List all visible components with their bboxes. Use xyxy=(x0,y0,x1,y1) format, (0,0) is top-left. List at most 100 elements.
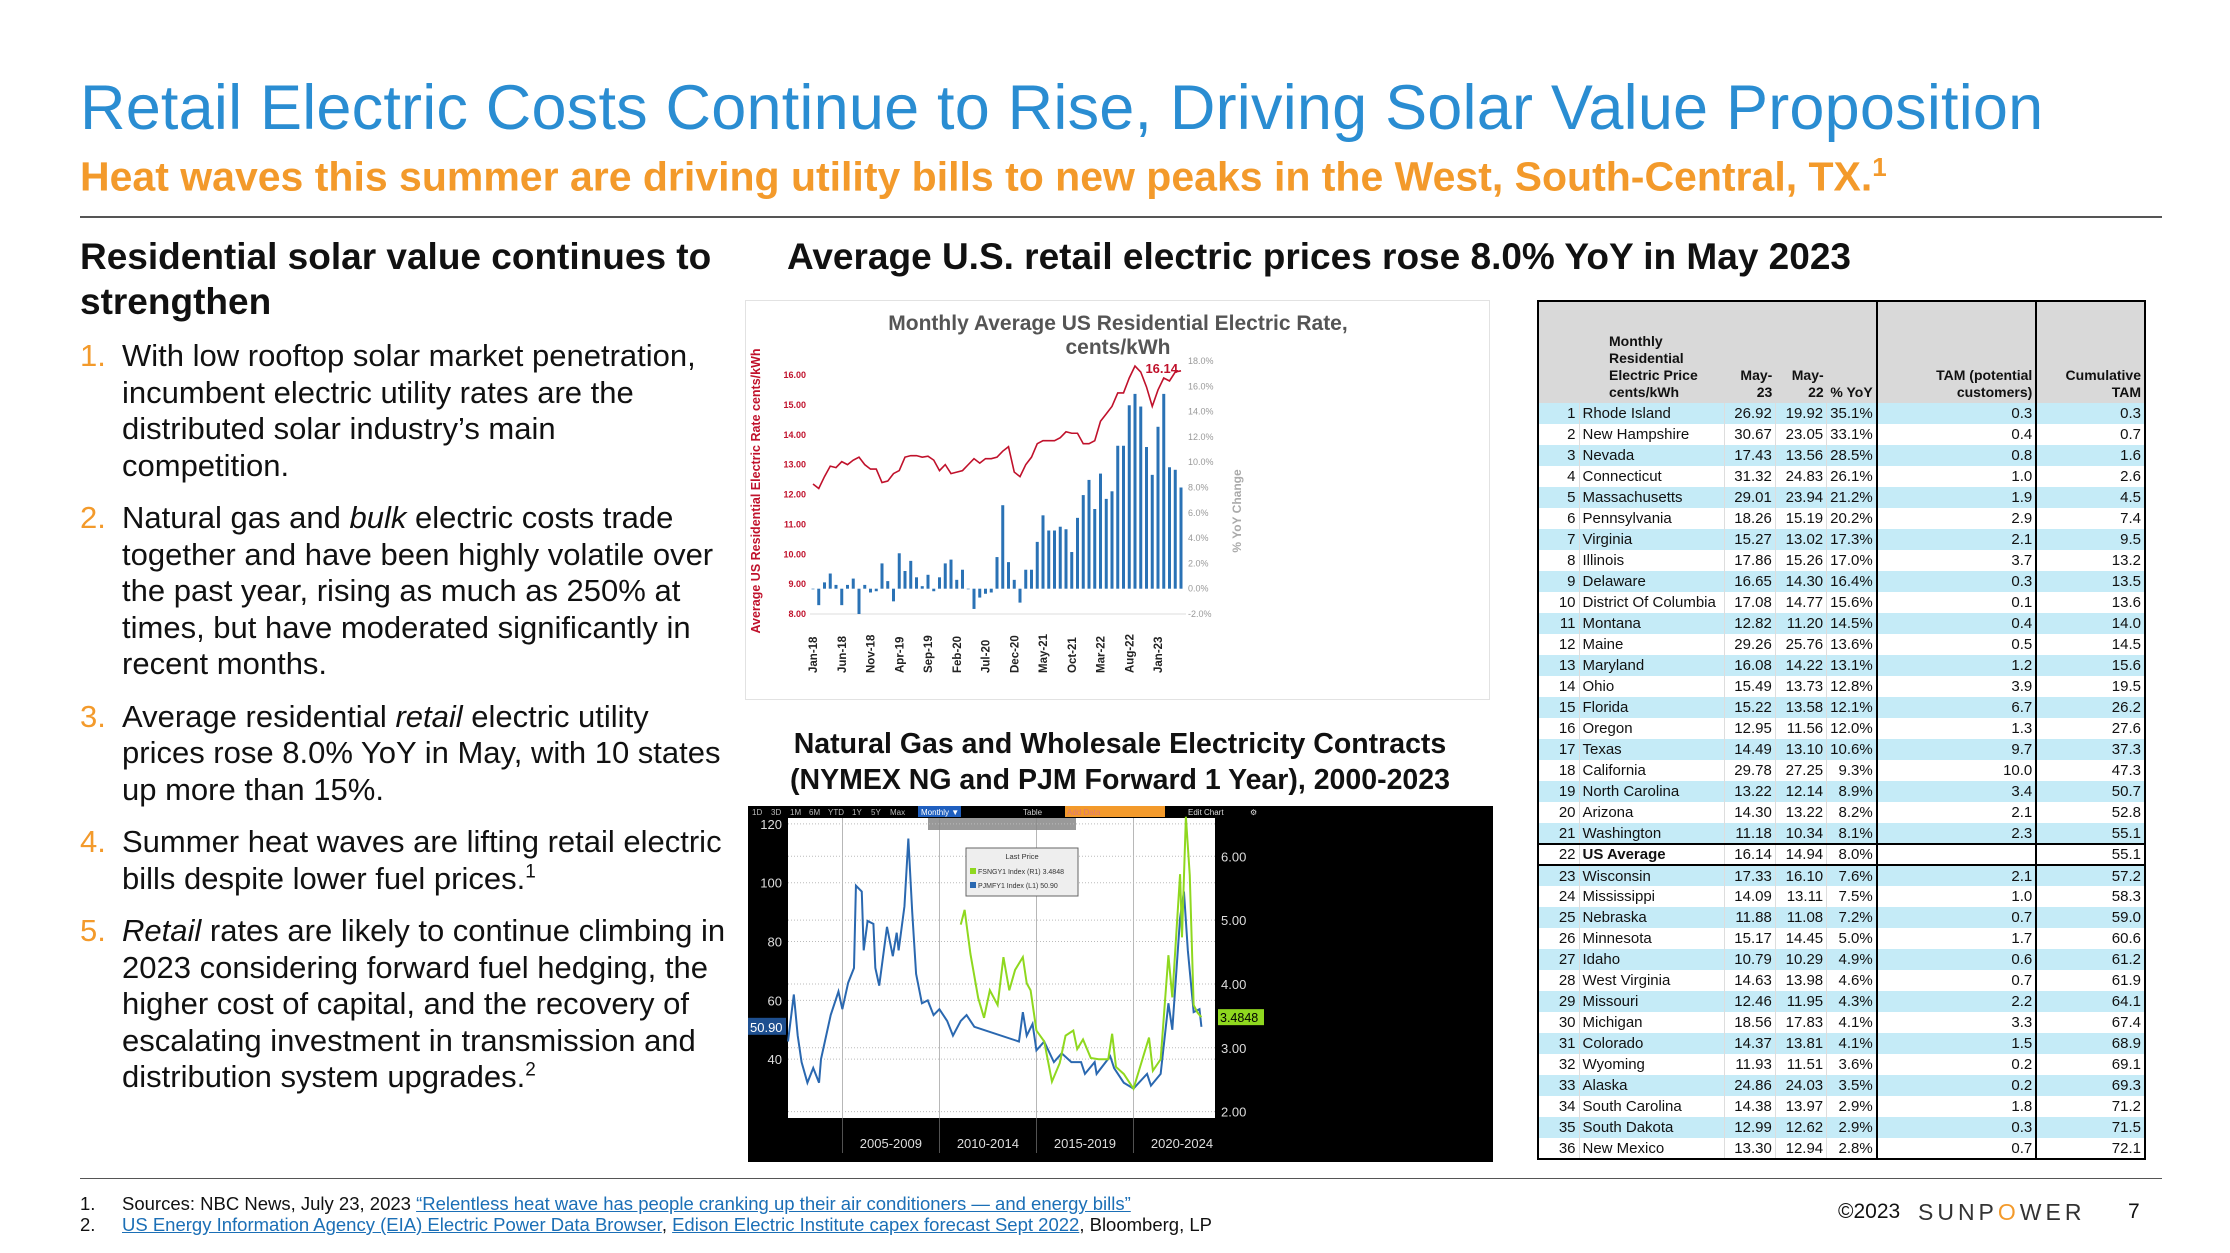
rank-cell: 20 xyxy=(1538,802,1580,823)
cumulative-tam-cell: 59.0 xyxy=(2036,907,2146,928)
yoy-bar xyxy=(978,588,982,598)
rank-cell: 25 xyxy=(1538,907,1580,928)
cumulative-tam-cell: 61.2 xyxy=(2036,949,2146,970)
rank-cell: 19 xyxy=(1538,781,1580,802)
x-tick-label: May-21 xyxy=(1038,633,1050,673)
y2-tick-label: 6.0% xyxy=(1188,508,1209,518)
cumulative-tam-cell: 13.5 xyxy=(2036,571,2146,592)
tam-cell: 1.0 xyxy=(1876,886,2038,907)
tam-cell: 1.3 xyxy=(1876,718,2038,739)
rank-cell: 12 xyxy=(1538,634,1580,655)
table-row: 19 North Carolina 13.22 12.14 8.9% 3.4 50.7 xyxy=(1538,781,2146,802)
bullet-number: 2. xyxy=(80,500,106,535)
state-cell: North Carolina xyxy=(1579,781,1725,802)
yoy-cell: 20.2% xyxy=(1826,508,1878,529)
range-button[interactable]: 5Y xyxy=(871,808,881,817)
may23-cell: 18.26 xyxy=(1724,508,1776,529)
rank-cell: 34 xyxy=(1538,1096,1580,1117)
x-tick-label: Apr-19 xyxy=(894,637,906,673)
cumulative-tam-cell: 58.3 xyxy=(2036,886,2146,907)
cumulative-tam-cell: 26.2 xyxy=(2036,697,2146,718)
table-row: 29 Missouri 12.46 11.95 4.3% 2.2 64.1 xyxy=(1538,991,2146,1012)
may23-cell: 12.99 xyxy=(1724,1117,1776,1138)
monthly-dropdown[interactable] xyxy=(918,806,961,817)
tam-cell: 1.7 xyxy=(1876,928,2038,949)
may23-cell: 12.82 xyxy=(1724,613,1776,634)
table-row: 7 Virginia 15.27 13.02 17.3% 2.1 9.5 xyxy=(1538,529,2146,550)
yoy-cell: 33.1% xyxy=(1826,424,1878,445)
tam-cell: 3.3 xyxy=(1876,1012,2038,1033)
right-tick-label: 3.00 xyxy=(1221,1041,1246,1056)
add-data-input[interactable] xyxy=(1065,806,1165,817)
bullet-emphasis: Retail xyxy=(122,913,202,948)
monthly-label: Monthly ▼ xyxy=(921,808,959,817)
y-tick-label: 11.00 xyxy=(784,519,806,529)
edit-chart-button[interactable]: Edit Chart xyxy=(1188,808,1224,817)
may23-cell: 14.37 xyxy=(1724,1033,1776,1054)
may23-cell: 26.92 xyxy=(1724,403,1776,424)
state-cell: Texas xyxy=(1579,739,1725,760)
range-button[interactable]: 1D xyxy=(752,808,762,817)
tam-cell: 0.1 xyxy=(1876,592,2038,613)
state-cell: Montana xyxy=(1579,613,1725,634)
may23-cell: 11.88 xyxy=(1724,907,1776,928)
yoy-bar xyxy=(1058,526,1062,589)
range-button[interactable]: 1Y xyxy=(852,808,862,817)
source-link[interactable]: “Relentless heat wave has people crankin… xyxy=(416,1193,1131,1214)
range-button[interactable]: 1M xyxy=(790,808,801,817)
may23-cell: 15.17 xyxy=(1724,928,1776,949)
table-row: 24 Mississippi 14.09 13.11 7.5% 1.0 58.3 xyxy=(1538,886,2146,907)
yoy-cell: 14.5% xyxy=(1826,613,1878,634)
source-link[interactable]: Edison Electric Institute capex forecast… xyxy=(672,1214,1080,1235)
tam-cell: 0.3 xyxy=(1876,403,2038,424)
may23-cell: 17.08 xyxy=(1724,592,1776,613)
yoy-bar xyxy=(1099,473,1102,589)
rank-cell: 14 xyxy=(1538,676,1580,697)
rank-cell: 24 xyxy=(1538,886,1580,907)
yoy-bar xyxy=(828,573,832,589)
cumulative-tam-cell: 15.6 xyxy=(2036,655,2146,676)
state-cell: South Dakota xyxy=(1579,1117,1725,1138)
tam-cell: 3.4 xyxy=(1876,781,2038,802)
range-button[interactable]: Max xyxy=(890,808,905,817)
range-button[interactable]: 3D xyxy=(771,808,781,817)
y-tick-label: 14.00 xyxy=(783,430,806,440)
rank-cell: 5 xyxy=(1538,487,1580,508)
bullet-item: 4. Summer heat waves are lifting retail e… xyxy=(80,824,730,897)
may23-cell: 14.38 xyxy=(1724,1096,1776,1117)
cumulative-tam-cell: 52.8 xyxy=(2036,802,2146,823)
tam-cell: 3.9 xyxy=(1876,676,2038,697)
range-button[interactable]: YTD xyxy=(828,808,844,817)
may22-cell: 11.95 xyxy=(1775,991,1828,1012)
tam-cell: 1.9 xyxy=(1876,487,2038,508)
cumulative-tam-cell: 0.3 xyxy=(2036,403,2146,424)
cumulative-tam-cell: 68.9 xyxy=(2036,1033,2146,1054)
table-row: 3 Nevada 17.43 13.56 28.5% 0.8 1.6 xyxy=(1538,445,2146,466)
table-row: 32 Wyoming 11.93 11.51 3.6% 0.2 69.1 xyxy=(1538,1054,2146,1075)
table-row: 30 Michigan 18.56 17.83 4.1% 3.3 67.4 xyxy=(1538,1012,2146,1033)
may23-cell: 17.33 xyxy=(1724,865,1776,886)
may22-cell: 15.19 xyxy=(1775,508,1828,529)
may22-cell: 25.76 xyxy=(1775,634,1828,655)
range-button[interactable]: 6M xyxy=(809,808,820,817)
cumulative-tam-cell: 37.3 xyxy=(2036,739,2146,760)
source-link[interactable]: US Energy Information Agency (EIA) Elect… xyxy=(122,1214,662,1235)
yoy-bar xyxy=(1064,529,1068,589)
yoy-bar xyxy=(1035,541,1039,589)
tam-cell: 0.6 xyxy=(1876,949,2038,970)
gear-icon[interactable]: ⚙ xyxy=(1250,808,1257,817)
yoy-bar xyxy=(892,588,895,602)
yoy-cell: 2.9% xyxy=(1826,1117,1878,1138)
may22-cell: 19.92 xyxy=(1775,403,1828,424)
may22-cell: 10.34 xyxy=(1775,823,1828,844)
yoy-bar xyxy=(1173,469,1177,589)
yoy-bar xyxy=(1139,406,1143,589)
x-tick-label: Jun-18 xyxy=(837,635,849,673)
rank-cell: 15 xyxy=(1538,697,1580,718)
table-button[interactable]: Table xyxy=(1023,808,1043,817)
chart-tools-strip[interactable] xyxy=(928,818,1076,830)
tam-cell: 0.2 xyxy=(1876,1054,2038,1075)
y-tick-label: 10.00 xyxy=(783,549,806,559)
y2-tick-label: 18.0% xyxy=(1188,356,1214,366)
logo-text: SUNPOWER xyxy=(1918,1199,2086,1225)
